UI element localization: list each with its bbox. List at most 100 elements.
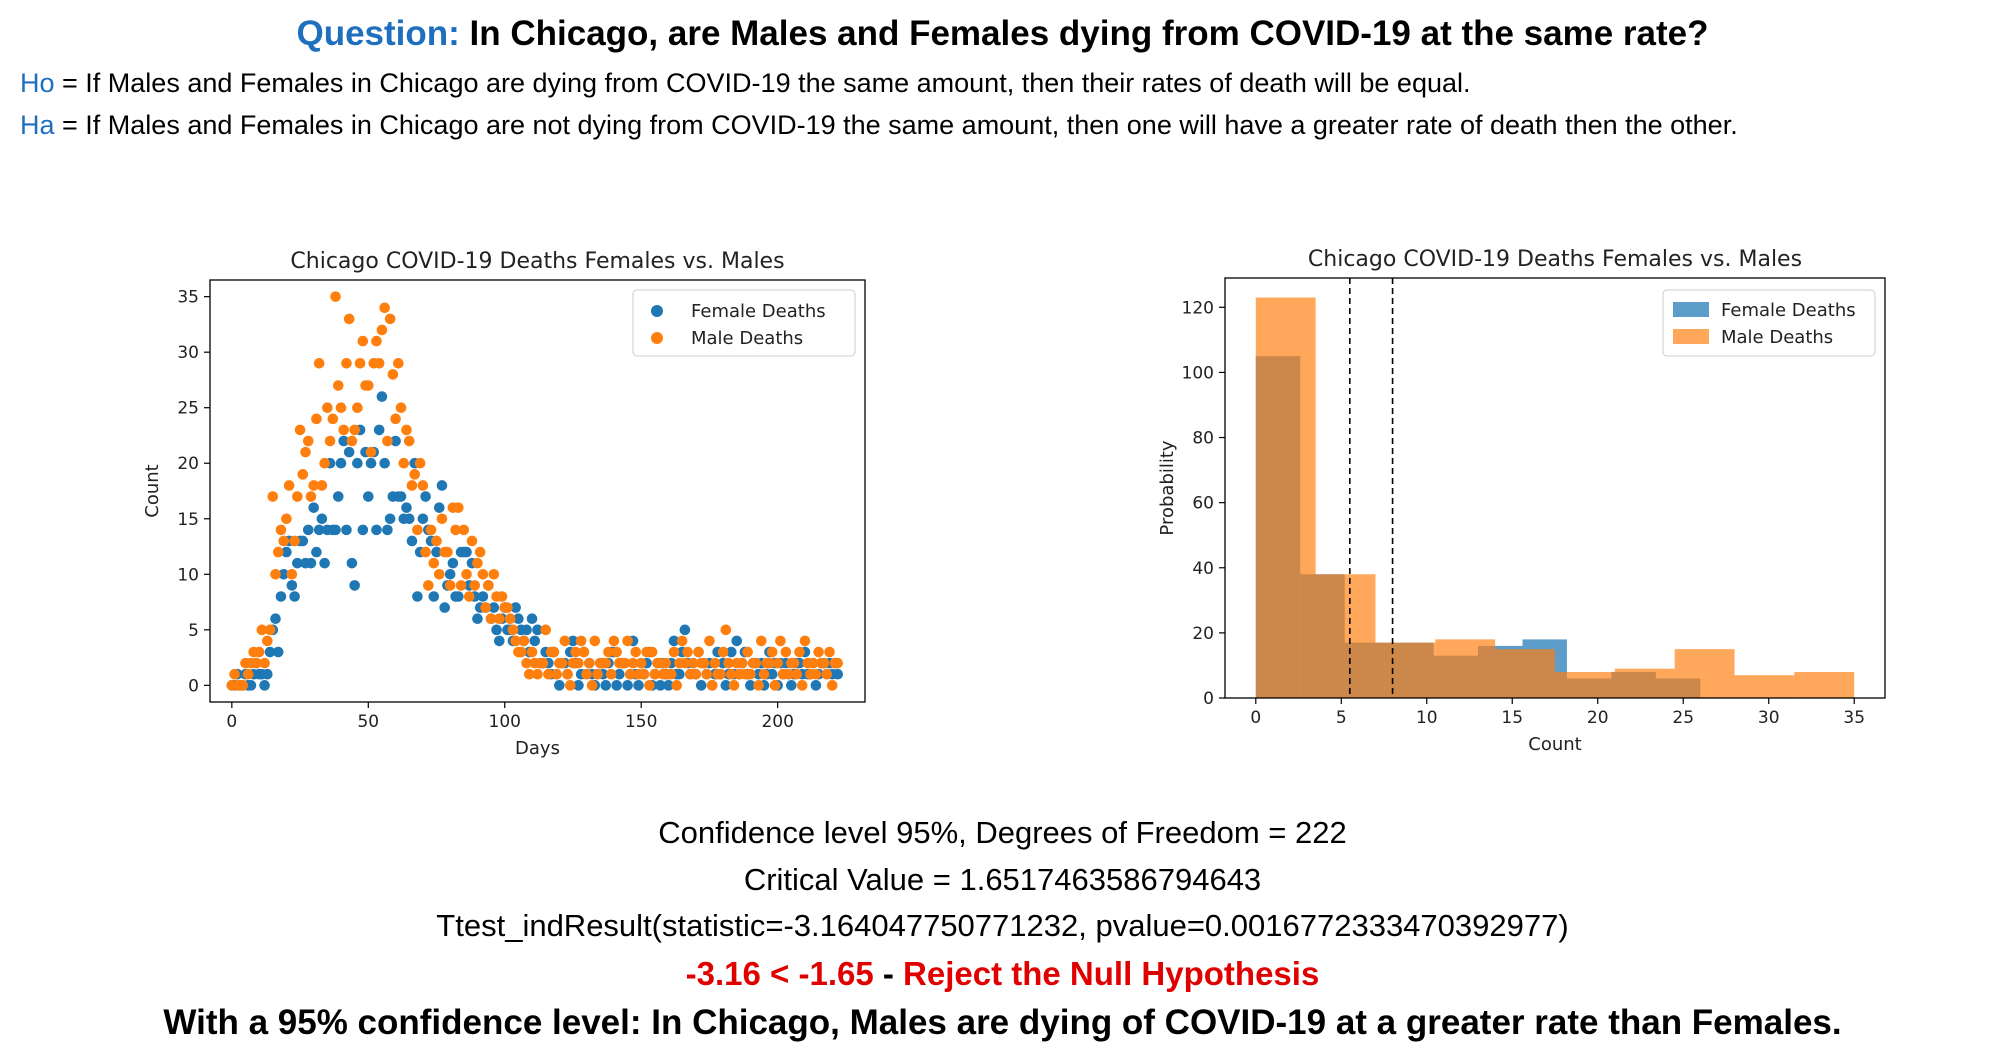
scatter-point [600,680,612,691]
scatter-point [630,646,642,658]
hist-bar [1794,671,1855,698]
scatter-point [570,646,582,658]
scatter-point [444,580,456,591]
ha-text: = If Males and Females in Chicago are no… [54,110,1738,140]
scatter-point [543,668,554,680]
scatter-point [278,568,289,580]
scatter-x-axis-label: Days [515,738,560,759]
scatter-point [513,613,524,625]
scatter-point [742,646,753,658]
scatter-point [466,535,478,547]
question-text: In Chicago, are Males and Females dying … [459,14,1709,53]
scatter-point [518,635,530,647]
hist-bar [1674,649,1735,698]
scatter-point [529,635,541,647]
scatter-point [294,424,306,436]
scatter-point [292,491,303,502]
scatter-point [695,680,707,691]
scatter-point [736,657,748,669]
hist-legend-swatch [1673,302,1709,317]
scatter-point [510,602,521,613]
scatter-point [720,624,732,636]
histogram-chart: Chicago COVID-19 Deaths Females vs. Male… [1157,247,1886,755]
hist-y-tick-label: 60 [1192,494,1214,514]
scatter-point [379,302,390,314]
scatter-point [772,657,783,669]
scatter-point [382,524,393,536]
scatter-point [611,646,622,658]
scatter-point [758,668,770,680]
scatter-point [322,402,333,414]
scatter-point [270,613,281,625]
scatter-point [330,524,341,536]
hist-bar [1614,668,1675,698]
null-hypothesis: Ho = If Males and Females in Chicago are… [20,68,1471,99]
scatter-point [731,635,743,647]
scatter-point [311,546,322,558]
scatter-point [704,635,715,647]
scatter-point [682,646,693,658]
scatter-point [720,680,732,691]
scatter-point [786,680,797,691]
scatter-y-axis-label: Count [142,464,163,517]
scatter-point [766,668,778,680]
scatter-point [780,646,792,658]
scatter-point [423,580,434,591]
scatter-point [488,568,500,580]
scatter-point [420,546,431,558]
scatter-point [755,635,767,647]
scatter-point [619,657,631,669]
scatter-point [646,646,658,658]
hist-x-tick-label: 30 [1758,708,1780,728]
scatter-point [289,591,300,602]
scatter-point [376,391,388,402]
scatter-point [493,635,505,647]
scatter-point [663,680,674,691]
scatter-point [611,680,622,691]
scatter-point [431,546,442,558]
scatter-point [706,680,718,691]
scatter-point [278,535,289,547]
scatter-point [461,546,472,558]
hist-legend-label: Female Deaths [1721,300,1856,321]
scatter-point [428,557,440,569]
scatter-point [354,357,366,369]
hist-y-tick-label: 120 [1182,298,1214,318]
scatter-point [316,480,328,491]
scatter-point [567,635,579,647]
scatter-point [390,413,401,425]
scatter-point [581,668,592,680]
scatter-point [824,646,835,658]
scatter-point [262,635,273,647]
scatter-point [286,568,298,580]
scatter-point [237,680,249,691]
scatter-legend-label: Female Deaths [691,301,826,322]
scatter-point [551,668,562,680]
scatter-point [387,369,399,380]
scatter-point [300,446,311,458]
scatter-point [382,435,393,447]
scatter-point [665,668,677,680]
hist-y-tick-label: 100 [1182,363,1214,383]
scatter-point [313,357,325,369]
hist-x-axis-label: Count [1528,734,1581,755]
scatter-point [352,457,363,469]
scatter-point [292,557,303,569]
scatter-point [376,324,388,336]
scatter-point [264,624,276,636]
scatter-point [764,657,775,669]
scatter-point [725,668,737,680]
scatter-point [256,624,268,636]
scatter-point [308,480,320,491]
scatter-point [633,680,644,691]
scatter-point [338,435,350,447]
scatter-point [343,313,355,325]
scatter-point [433,568,445,580]
scatter-point [775,635,786,647]
scatter-point [548,646,560,658]
scatter-point [821,668,833,680]
scatter-point [679,624,691,636]
hist-x-tick-label: 0 [1250,708,1261,728]
scatter-point [728,680,740,691]
scatter-point [371,335,382,347]
